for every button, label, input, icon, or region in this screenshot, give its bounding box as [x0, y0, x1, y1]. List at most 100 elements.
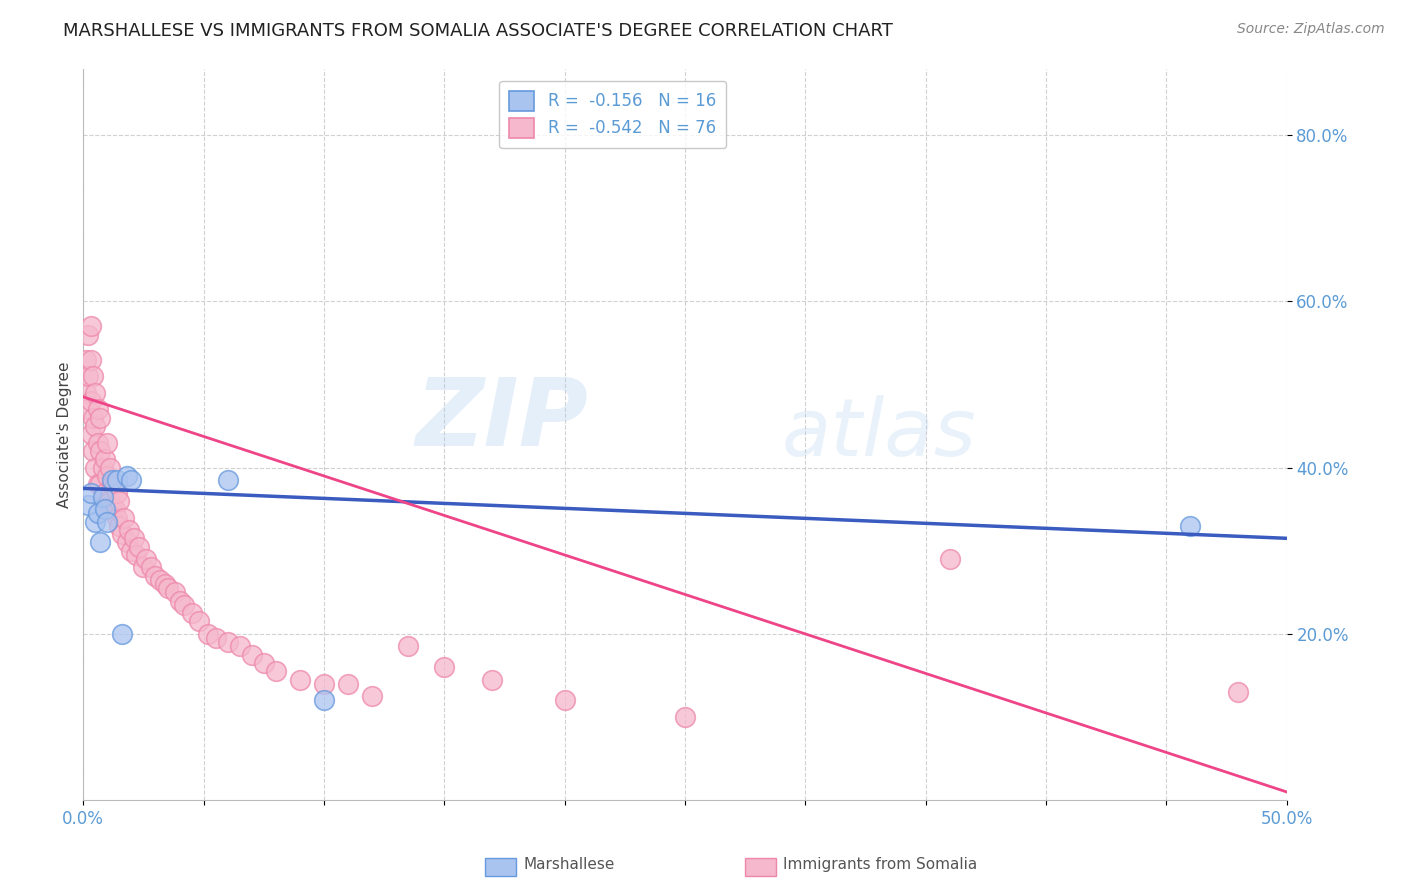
Point — [433, 660, 456, 674]
Point — [132, 560, 155, 574]
Point — [103, 477, 125, 491]
Point — [79, 485, 101, 500]
Point — [96, 435, 118, 450]
Point — [217, 473, 239, 487]
Point — [115, 535, 138, 549]
Point — [89, 410, 111, 425]
Point — [94, 502, 117, 516]
Point — [312, 693, 335, 707]
Point — [77, 369, 100, 384]
Point — [197, 627, 219, 641]
Point — [554, 693, 576, 707]
Point — [103, 502, 125, 516]
Point — [94, 452, 117, 467]
Point — [1227, 685, 1250, 699]
Point — [111, 627, 134, 641]
Text: MARSHALLESE VS IMMIGRANTS FROM SOMALIA ASSOCIATE'S DEGREE CORRELATION CHART: MARSHALLESE VS IMMIGRANTS FROM SOMALIA A… — [63, 22, 893, 40]
Point — [228, 640, 250, 654]
Point — [120, 543, 142, 558]
Point — [135, 552, 157, 566]
Point — [87, 402, 110, 417]
Point — [79, 319, 101, 334]
Point — [101, 473, 124, 487]
Point — [938, 552, 960, 566]
Point — [204, 631, 226, 645]
Point — [169, 593, 191, 607]
Point — [337, 677, 360, 691]
Text: ZIP: ZIP — [416, 374, 589, 466]
Point — [481, 673, 503, 687]
Point — [217, 635, 239, 649]
Point — [96, 515, 118, 529]
Point — [173, 598, 195, 612]
Point — [122, 531, 145, 545]
Point — [84, 385, 107, 400]
Point — [82, 410, 104, 425]
Point — [94, 485, 117, 500]
Text: Source: ZipAtlas.com: Source: ZipAtlas.com — [1237, 22, 1385, 37]
Point — [96, 494, 118, 508]
Point — [115, 469, 138, 483]
Point — [89, 477, 111, 491]
Point — [77, 402, 100, 417]
Point — [1180, 518, 1202, 533]
Point — [312, 677, 335, 691]
Point — [77, 498, 100, 512]
Point — [145, 568, 167, 582]
Point — [77, 327, 100, 342]
Point — [91, 494, 114, 508]
Point — [79, 352, 101, 367]
Point — [180, 606, 202, 620]
Point — [673, 710, 696, 724]
Point — [396, 640, 419, 654]
Point — [156, 581, 179, 595]
Point — [105, 473, 128, 487]
Point — [75, 352, 97, 367]
Point — [98, 460, 121, 475]
Point — [91, 460, 114, 475]
Point — [82, 444, 104, 458]
Point — [105, 485, 128, 500]
Point — [361, 690, 384, 704]
Point — [89, 444, 111, 458]
Point — [84, 460, 107, 475]
Point — [264, 665, 287, 679]
Point — [118, 523, 141, 537]
Point — [240, 648, 263, 662]
Point — [101, 502, 124, 516]
Text: atlas: atlas — [782, 395, 976, 474]
Point — [108, 494, 131, 508]
Point — [84, 419, 107, 434]
Point — [101, 477, 124, 491]
Point — [112, 510, 135, 524]
Point — [120, 473, 142, 487]
Point — [128, 540, 150, 554]
Point — [87, 507, 110, 521]
Point — [288, 673, 311, 687]
Point — [253, 656, 276, 670]
Point — [125, 548, 148, 562]
Point — [149, 573, 172, 587]
Legend: R =  -0.156   N = 16, R =  -0.542   N = 76: R = -0.156 N = 16, R = -0.542 N = 76 — [499, 80, 725, 148]
Point — [84, 515, 107, 529]
Text: Immigrants from Somalia: Immigrants from Somalia — [783, 857, 977, 872]
Point — [89, 535, 111, 549]
Point — [75, 385, 97, 400]
Y-axis label: Associate's Degree: Associate's Degree — [58, 361, 72, 508]
Point — [98, 494, 121, 508]
Point — [87, 477, 110, 491]
Point — [91, 490, 114, 504]
Point — [187, 615, 209, 629]
Point — [79, 394, 101, 409]
Point — [96, 469, 118, 483]
Point — [105, 510, 128, 524]
Text: Marshallese: Marshallese — [523, 857, 614, 872]
Point — [139, 560, 162, 574]
Point — [82, 369, 104, 384]
Point — [111, 527, 134, 541]
Point — [163, 585, 186, 599]
Point — [79, 427, 101, 442]
Point — [108, 518, 131, 533]
Point — [87, 435, 110, 450]
Point — [153, 577, 176, 591]
